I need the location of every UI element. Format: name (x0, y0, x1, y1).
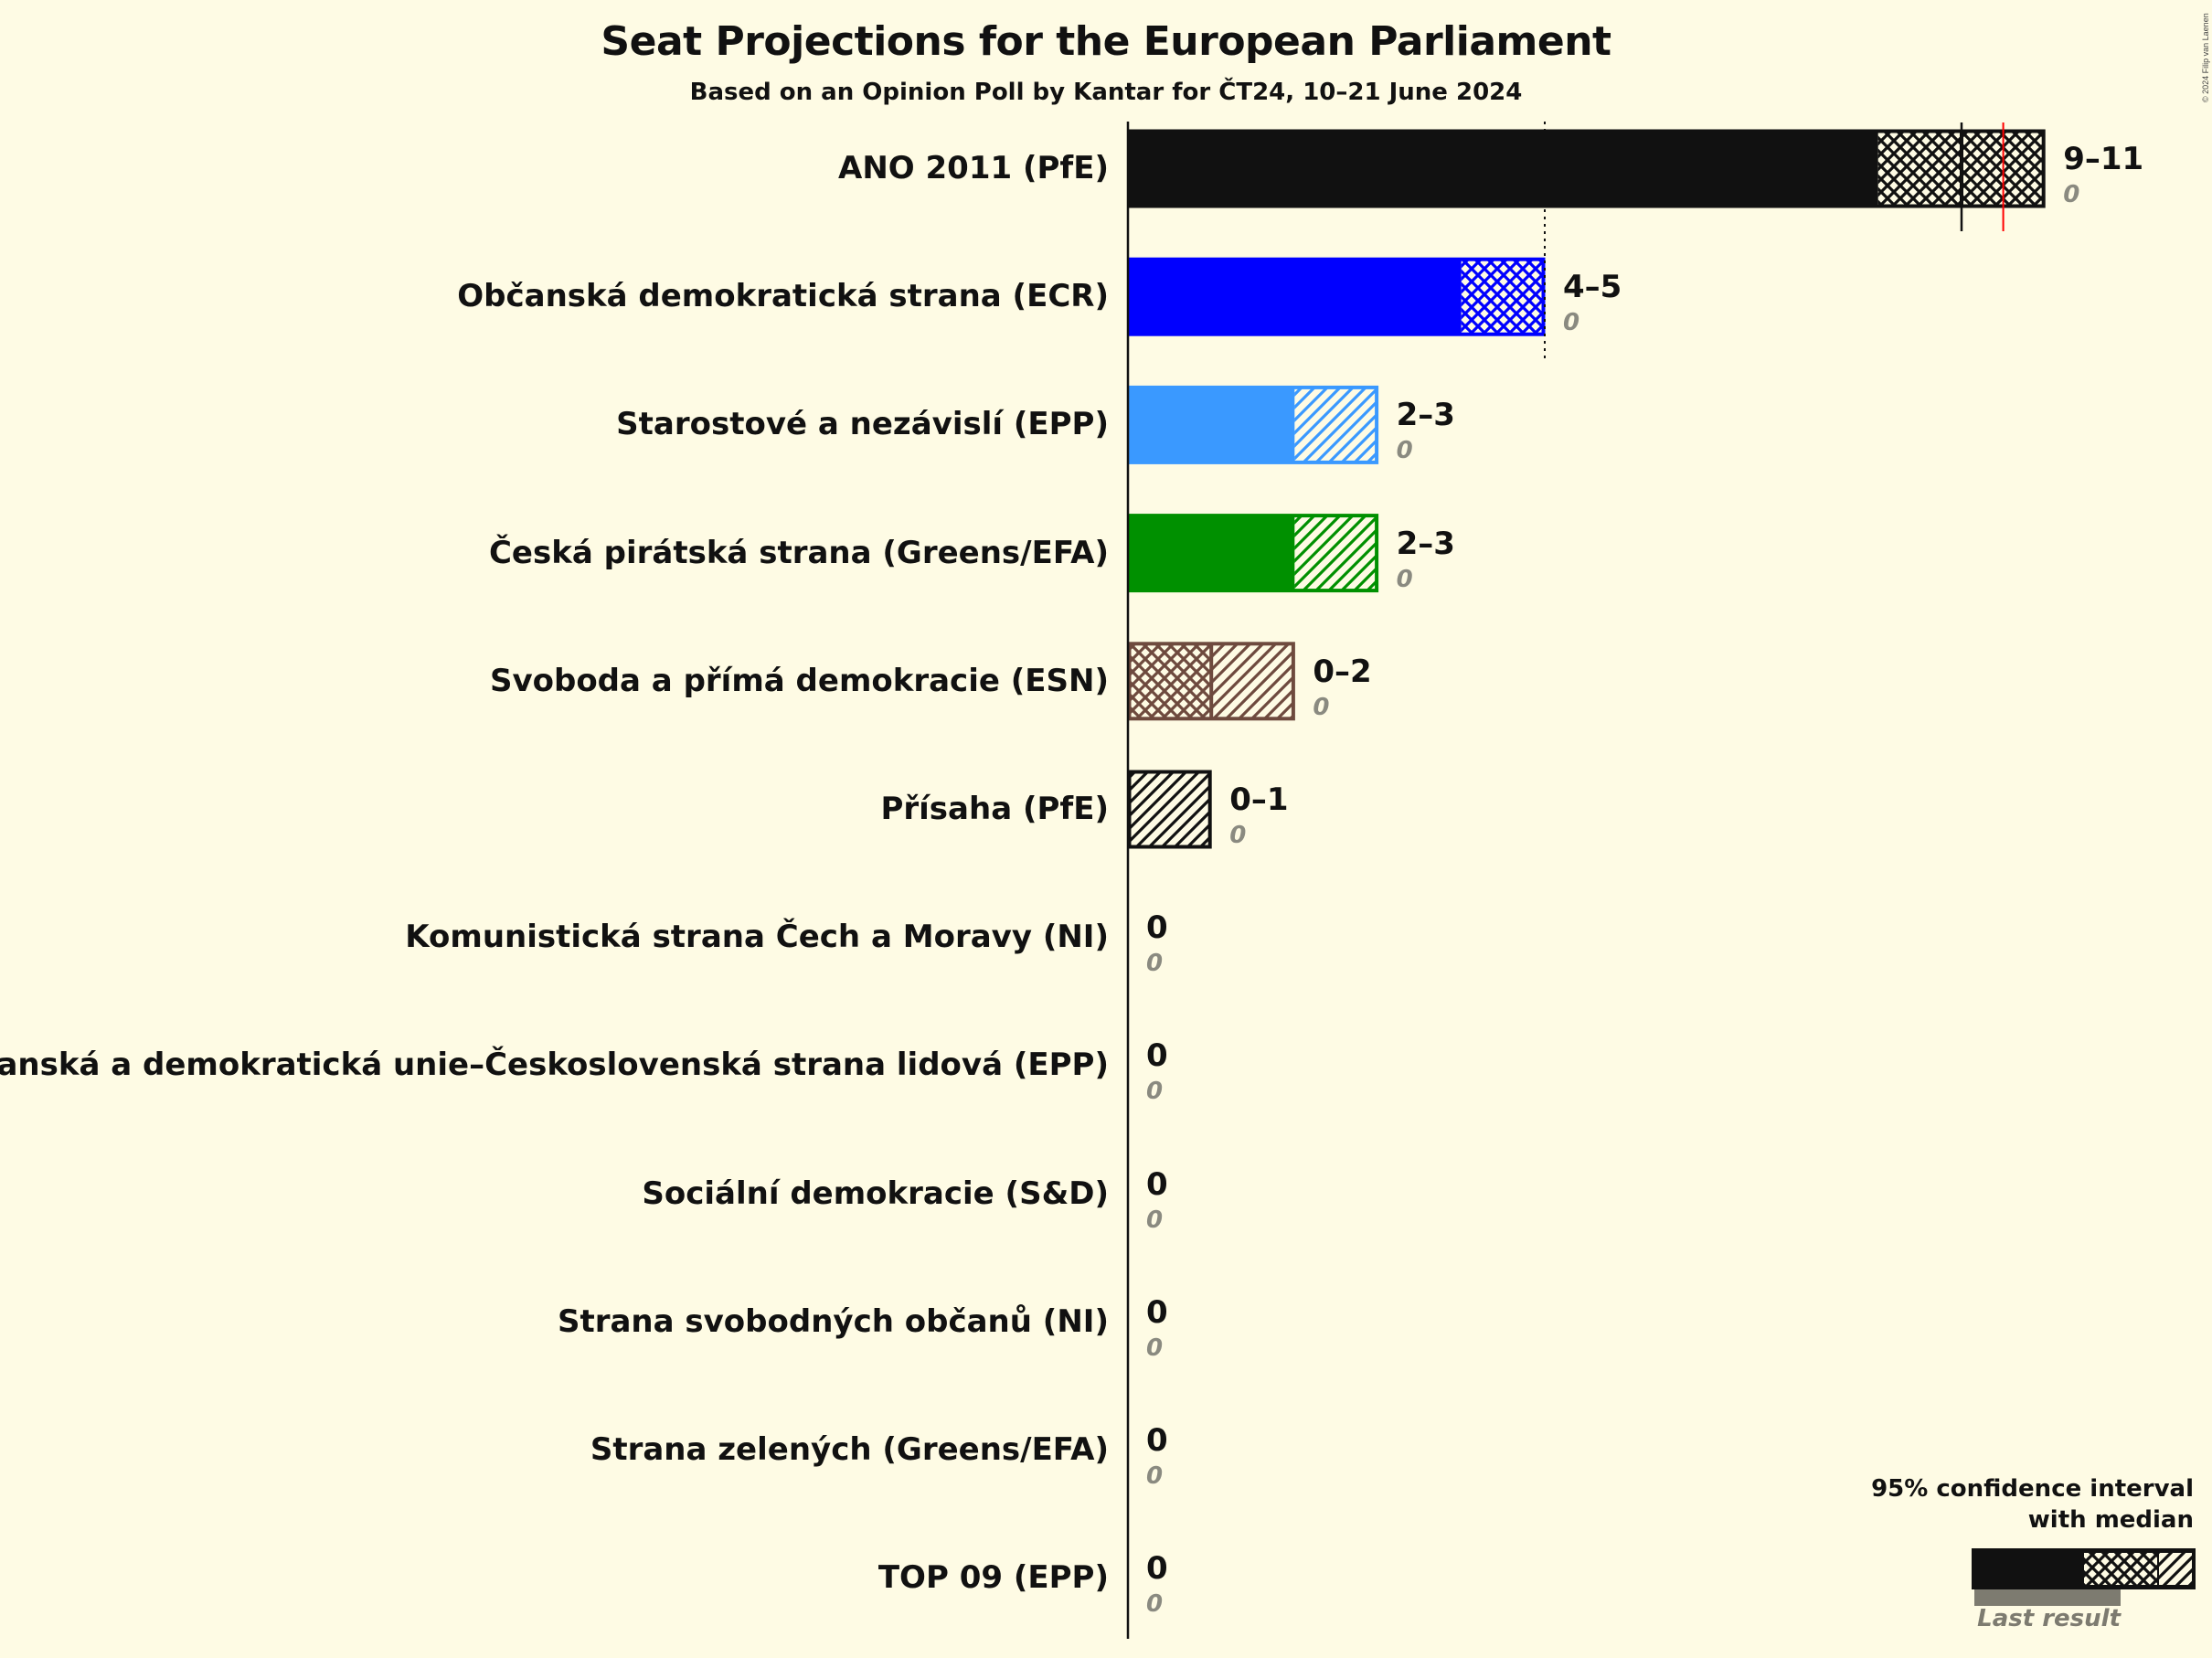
last-result-label: 0 (1313, 693, 1330, 721)
seat-range-label: 0 (1146, 1037, 1168, 1075)
legend-last-result-bar (1974, 1589, 2121, 1606)
party-label: Komunistická strana Čech a Moravy (NI) (405, 919, 1109, 956)
chart-subtitle: Based on an Opinion Poll by Kantar for Č… (689, 79, 1523, 106)
bars-group (1127, 129, 2046, 849)
reference-lines (1544, 122, 2005, 359)
party-label: Strana svobodných občanů (NI) (557, 1302, 1109, 1340)
bar-outline (1127, 257, 1546, 336)
party-label: Starostové a nezávislí (EPP) (616, 406, 1109, 443)
party-label: ANO 2011 (PfE) (838, 150, 1109, 186)
last-result-label: 0 (1146, 1206, 1164, 1234)
bar-outline (1127, 514, 1379, 593)
chart-title: Seat Projections for the European Parlia… (601, 18, 1611, 65)
bar-solid (1128, 386, 1295, 464)
seat-range-label: 0 (1146, 909, 1168, 947)
bar-ci-upper (1294, 516, 1378, 590)
party-bar (1127, 642, 1295, 721)
legend-line-1: 95% confidence interval (1871, 1475, 2194, 1503)
last-result-label: 0 (1396, 565, 1413, 593)
party-bar (1127, 257, 1546, 336)
bar-solid (1128, 514, 1295, 592)
bar-ci-lower (1461, 260, 1545, 334)
seat-range-label: 0 (1146, 1550, 1168, 1588)
seat-range-label: 0–1 (1229, 781, 1289, 818)
seat-range-label: 0 (1146, 1165, 1168, 1203)
bar-ci-lower (1877, 133, 1962, 205)
last-result-label: 0 (1563, 309, 1580, 337)
seat-range-label: 2–3 (1396, 397, 1455, 434)
party-label: Strana zelených (Greens/EFA) (590, 1431, 1109, 1468)
bar-ci-lower (1128, 644, 1212, 717)
seat-range-label: 0 (1146, 1422, 1168, 1459)
party-bar (1127, 514, 1379, 593)
last-result-label: 0 (1229, 822, 1247, 849)
legend-swatch (1972, 1548, 2196, 1606)
legend-last-result: Last result (1977, 1605, 2121, 1632)
bar-solid (1128, 130, 1878, 207)
party-label: Svoboda a přímá demokracie (ESN) (489, 662, 1109, 699)
bar-outline (1127, 129, 2046, 208)
party-bar (1127, 385, 1379, 464)
last-result-label: 0 (1146, 1462, 1164, 1490)
last-result-label: 0 (1146, 1334, 1164, 1362)
last-result-label: 0 (1146, 1078, 1164, 1106)
bar-ci-upper (1128, 773, 1212, 845)
party-label: Přísaha (PfE) (880, 791, 1109, 827)
bar-outline (1127, 385, 1379, 464)
bar-ci-upper (1294, 388, 1378, 462)
seat-range-label: 0 (1146, 1293, 1168, 1331)
party-label: Křesťanská a demokratická unie–Českoslov… (0, 1047, 1109, 1084)
seat-range-label: 9–11 (2063, 141, 2144, 177)
legend-line-2: with median (2027, 1506, 2194, 1534)
last-result-label: 0 (2063, 181, 2080, 208)
legend-crosshatch (2084, 1553, 2157, 1585)
last-result-label: 0 (1146, 1590, 1164, 1619)
last-result-label: 0 (1396, 437, 1413, 465)
party-bar (1127, 129, 2046, 208)
bar-outline (1127, 770, 1212, 849)
bar-solid (1128, 258, 1462, 336)
party-label: Občanská demokratická strana (ECR) (457, 278, 1109, 315)
last-result-label: 0 (1146, 950, 1164, 978)
legend-solid (1972, 1548, 2196, 1589)
seat-range-label: 4–5 (1563, 269, 1622, 306)
bar-ci-upper (1211, 644, 1295, 717)
party-label: Česká pirátská strana (Greens/EFA) (488, 534, 1109, 571)
party-label: TOP 09 (EPP) (877, 1559, 1109, 1597)
party-label: Sociální demokracie (S&D) (642, 1174, 1109, 1212)
seat-range-label: 0–2 (1313, 653, 1372, 690)
seat-range-label: 2–3 (1396, 525, 1455, 562)
party-bar (1127, 770, 1212, 849)
legend-hatch (2159, 1553, 2192, 1585)
